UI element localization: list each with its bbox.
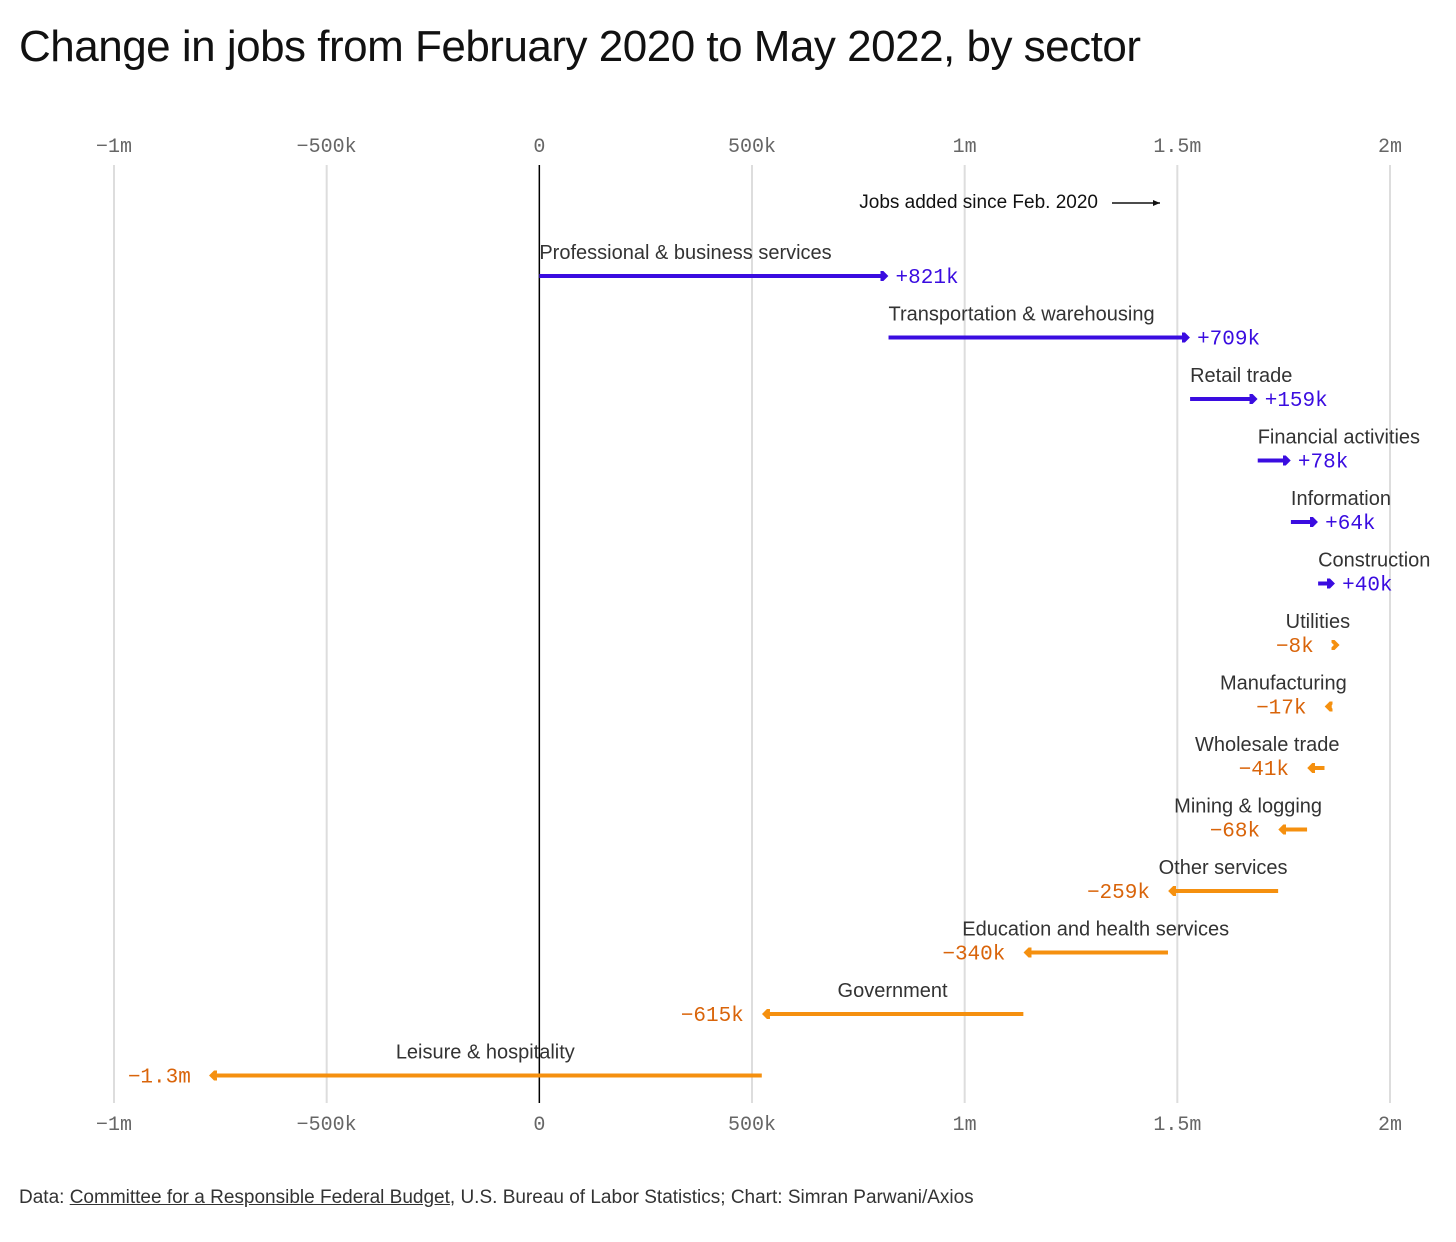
sector-7: Utilities −8k	[1276, 611, 1350, 659]
footer-rest: , U.S. Bureau of Labor Statistics; Chart…	[449, 1187, 974, 1208]
x-tick-label: 2m	[1378, 136, 1402, 159]
sector-label: Manufacturing	[1220, 673, 1347, 695]
sector-label: Education and health services	[962, 919, 1229, 941]
sector-6: Construction +40k	[1318, 550, 1430, 598]
sector-label: Leisure & hospitality	[396, 1042, 575, 1064]
x-tick-label: 0	[533, 136, 545, 159]
value-label: −41k	[1239, 759, 1289, 782]
value-label: −8k	[1276, 636, 1314, 659]
gridlines	[113, 165, 1391, 1103]
sector-label: Financial activities	[1258, 427, 1420, 449]
value-label: +40k	[1342, 575, 1392, 598]
annotation: Jobs added since Feb. 2020	[859, 192, 1160, 213]
footer-prefix: Data:	[19, 1187, 70, 1208]
sector-1: Professional & business services +821k	[539, 242, 959, 290]
x-tick-label: 1m	[953, 136, 977, 159]
x-tick-label: 500k	[728, 1114, 776, 1137]
sector-5: Information +64k	[1290, 488, 1391, 536]
sector-14: Leisure & hospitality −1.3m	[128, 1042, 762, 1090]
sector-label: Professional & business services	[539, 242, 831, 264]
value-label: +64k	[1325, 513, 1375, 536]
chart-title: Change in jobs from February 2020 to May…	[19, 22, 1141, 71]
value-label: −68k	[1210, 821, 1260, 844]
x-tick-label: 2m	[1378, 1114, 1402, 1137]
sector-label: Construction	[1318, 550, 1430, 572]
sector-9: Wholesale trade −41k	[1195, 734, 1340, 782]
sector-label: Transportation & warehousing	[889, 304, 1155, 326]
x-tick-label: −1m	[96, 1114, 132, 1137]
sector-3: Retail trade +159k	[1190, 365, 1328, 413]
value-label: −340k	[942, 944, 1005, 967]
value-label: +709k	[1197, 329, 1260, 352]
x-axis-bottom: −1m −500k 0 500k 1m 1.5m 2m	[96, 1114, 1402, 1137]
sector-label: Utilities	[1286, 611, 1350, 633]
sector-4: Financial activities +78k	[1257, 427, 1420, 475]
sector-label: Mining & logging	[1174, 796, 1322, 818]
sector-arrows: Professional & business services +821k Tra…	[128, 242, 1431, 1090]
sector-label: Government	[838, 980, 948, 1002]
value-label: +78k	[1298, 452, 1348, 475]
source-link[interactable]: Committee for a Responsible Federal Budg…	[69, 1187, 450, 1208]
sector-label: Other services	[1159, 857, 1288, 879]
sector-2: Transportation & warehousing +709k	[888, 304, 1260, 352]
x-tick-label: 1.5m	[1153, 136, 1201, 159]
value-label: −1.3m	[128, 1067, 191, 1090]
waterfall-chart: −1m −500k 0 500k 1m 1.5m 2m −1m −500k 0 500k 1m 1.5…	[96, 136, 1431, 1137]
x-tick-label: 1m	[953, 1114, 977, 1137]
value-label: +821k	[896, 267, 959, 290]
sector-10: Mining & logging −68k	[1174, 796, 1322, 844]
sector-12: Education and health services −340k	[942, 919, 1229, 967]
value-label: −615k	[681, 1005, 744, 1028]
sector-11: Other services −259k	[1087, 857, 1288, 905]
x-tick-label: 500k	[728, 136, 776, 159]
footer-source: Data: Committee for a Responsible Federa…	[19, 1187, 974, 1209]
x-axis-top: −1m −500k 0 500k 1m 1.5m 2m	[96, 136, 1402, 159]
x-tick-label: −500k	[297, 1114, 357, 1137]
x-tick-label: −500k	[297, 136, 357, 159]
sector-label: Information	[1291, 488, 1391, 510]
sector-13: Government −615k	[681, 980, 1024, 1028]
value-label: −259k	[1087, 882, 1150, 905]
value-label: +159k	[1265, 390, 1328, 413]
x-tick-label: 0	[533, 1114, 545, 1137]
value-label: −17k	[1256, 698, 1306, 721]
x-tick-label: 1.5m	[1153, 1114, 1201, 1137]
annotation-text: Jobs added since Feb. 2020	[859, 192, 1098, 213]
sector-8: Manufacturing −17k	[1220, 673, 1347, 721]
sector-label: Wholesale trade	[1195, 734, 1340, 756]
sector-label: Retail trade	[1190, 365, 1292, 387]
x-tick-label: −1m	[96, 136, 132, 159]
